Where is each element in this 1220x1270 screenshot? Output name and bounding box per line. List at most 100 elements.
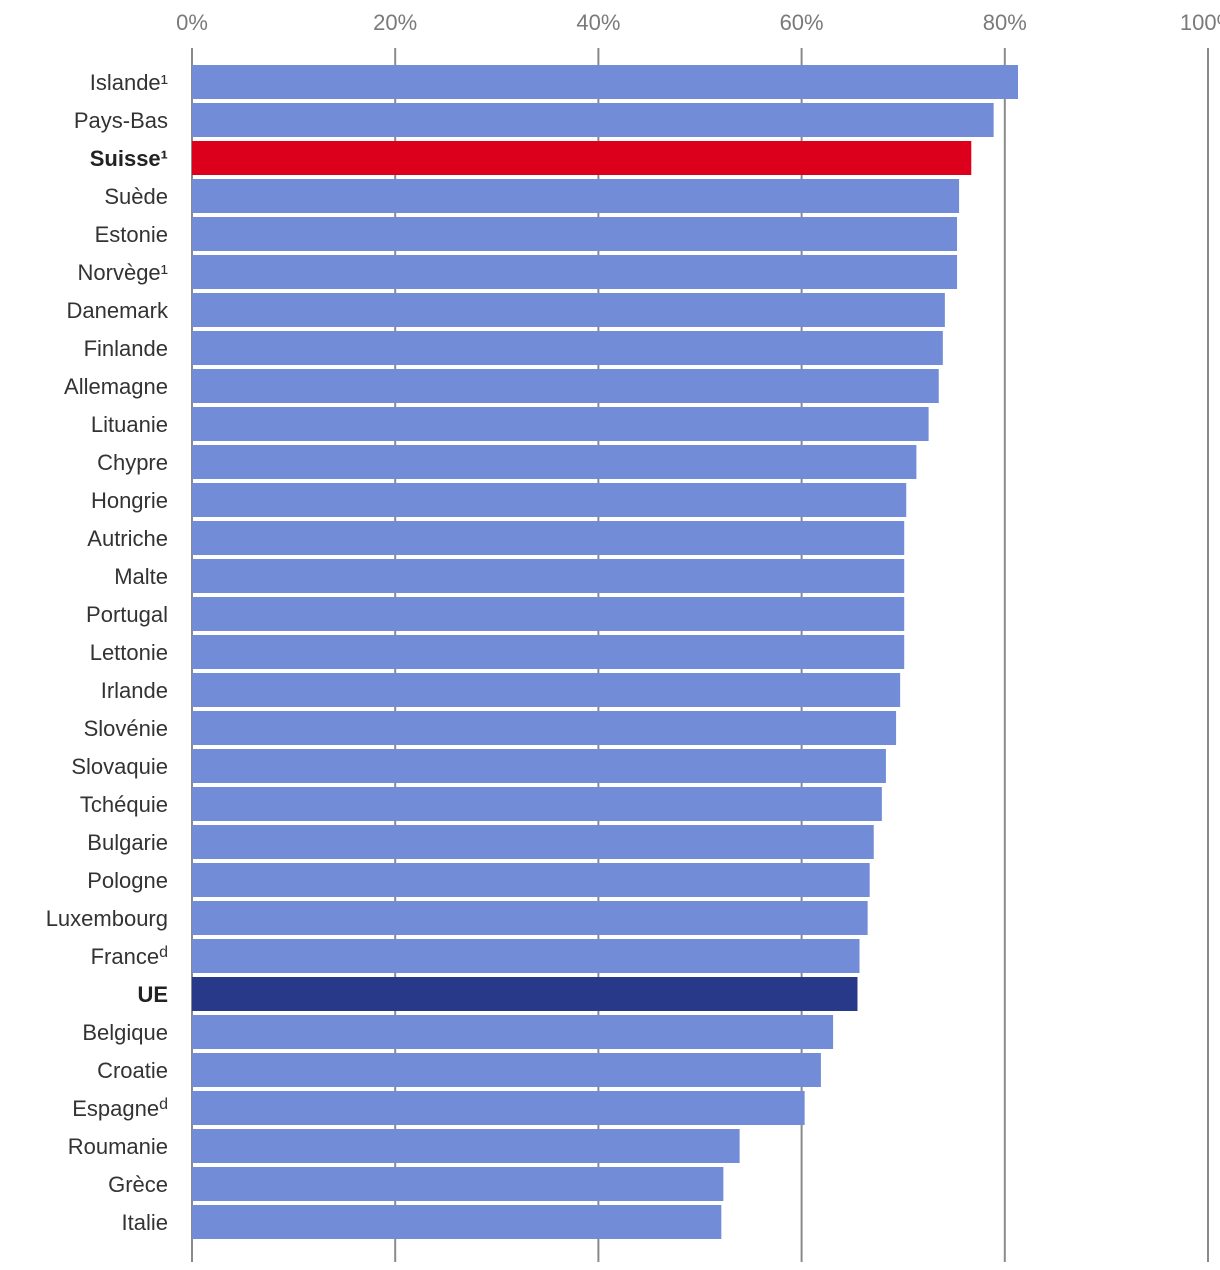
x-tick-label: 20%: [373, 10, 417, 35]
bar: [192, 673, 901, 707]
bar: [192, 407, 929, 441]
bar: [192, 179, 960, 213]
category-label: Malte: [114, 564, 168, 589]
category-label: Danemark: [67, 298, 169, 323]
category-label: Italie: [122, 1210, 168, 1235]
category-name: Italie: [122, 1210, 168, 1235]
x-tick-label: 100%: [1180, 10, 1220, 35]
category-label: Grèce: [108, 1172, 168, 1197]
bar: [192, 863, 870, 897]
category-name: Slovaquie: [71, 754, 168, 779]
bar: [192, 1015, 834, 1049]
bar: [192, 521, 905, 555]
bar: [192, 597, 905, 631]
category-name: Portugal: [86, 602, 168, 627]
category-name: Suisse: [90, 146, 161, 171]
category-footnote-mark: ¹: [161, 146, 168, 171]
bar: [192, 369, 939, 403]
category-label: Suisse¹: [90, 146, 168, 171]
bar: [192, 559, 905, 593]
x-tick-label: 80%: [983, 10, 1027, 35]
category-footnote-mark: d: [159, 944, 168, 961]
category-name: Espagne: [72, 1096, 159, 1121]
category-name: Islande: [90, 70, 161, 95]
category-name: France: [91, 944, 159, 969]
category-name: Autriche: [87, 526, 168, 551]
category-name: Lituanie: [91, 412, 168, 437]
category-label: Roumanie: [68, 1134, 168, 1159]
bar: [192, 1053, 821, 1087]
bar: [192, 1129, 740, 1163]
bar: [192, 939, 860, 973]
bar: [192, 445, 917, 479]
category-name: Hongrie: [91, 488, 168, 513]
bar: [192, 787, 882, 821]
category-name: Norvège: [78, 260, 161, 285]
category-label: Pays-Bas: [74, 108, 168, 133]
bar: [192, 65, 1019, 99]
bar: [192, 901, 868, 935]
category-name: Estonie: [95, 222, 168, 247]
bar: [192, 825, 874, 859]
category-footnote-mark: ¹: [161, 70, 168, 95]
category-label: Franced: [91, 944, 168, 969]
category-name: Chypre: [97, 450, 168, 475]
category-label: Chypre: [97, 450, 168, 475]
category-label: Islande¹: [90, 70, 168, 95]
category-name: Suède: [104, 184, 168, 209]
category-label: Estonie: [95, 222, 168, 247]
category-label: Slovaquie: [71, 754, 168, 779]
category-label: Irlande: [101, 678, 168, 703]
category-label: Croatie: [97, 1058, 168, 1083]
category-footnote-mark: d: [159, 1096, 168, 1113]
category-label: Hongrie: [91, 488, 168, 513]
category-name: Roumanie: [68, 1134, 168, 1159]
category-label: Espagned: [72, 1096, 168, 1121]
bar: [192, 483, 907, 517]
bar: [192, 1167, 724, 1201]
category-name: Danemark: [67, 298, 169, 323]
bar: [192, 749, 886, 783]
category-footnote-mark: ¹: [161, 260, 168, 285]
category-name: Allemagne: [64, 374, 168, 399]
category-label: Finlande: [84, 336, 168, 361]
bars: [192, 65, 1019, 1239]
bar: [192, 255, 958, 289]
category-name: Pologne: [87, 868, 168, 893]
category-label: UE: [137, 982, 168, 1007]
bar: [192, 1205, 722, 1239]
category-name: Lettonie: [90, 640, 168, 665]
category-label: Allemagne: [64, 374, 168, 399]
category-name: Irlande: [101, 678, 168, 703]
category-labels: Islande¹Pays-BasSuisse¹SuèdeEstonieNorvè…: [46, 70, 169, 1235]
category-name: Finlande: [84, 336, 168, 361]
x-axis-tick-labels: 0% 20% 40% 60% 80% 100%: [176, 10, 1220, 35]
category-label: Bulgarie: [87, 830, 168, 855]
category-label: Belgique: [82, 1020, 168, 1045]
bar: [192, 103, 994, 137]
category-name: Belgique: [82, 1020, 168, 1045]
category-label: Lituanie: [91, 412, 168, 437]
category-label: Portugal: [86, 602, 168, 627]
bar: [192, 635, 905, 669]
bar: [192, 141, 972, 175]
category-label: Norvège¹: [78, 260, 168, 285]
bar: [192, 293, 945, 327]
x-tick-label: 60%: [780, 10, 824, 35]
bar: [192, 1091, 805, 1125]
category-name: Malte: [114, 564, 168, 589]
category-name: Pays-Bas: [74, 108, 168, 133]
category-name: Slovénie: [84, 716, 168, 741]
category-label: Slovénie: [84, 716, 168, 741]
category-name: Croatie: [97, 1058, 168, 1083]
category-name: Grèce: [108, 1172, 168, 1197]
bar: [192, 331, 943, 365]
x-tick-label: 0%: [176, 10, 208, 35]
category-name: Bulgarie: [87, 830, 168, 855]
category-name: Luxembourg: [46, 906, 168, 931]
category-label: Tchéquie: [80, 792, 168, 817]
category-label: Lettonie: [90, 640, 168, 665]
category-label: Autriche: [87, 526, 168, 551]
category-name: UE: [137, 982, 168, 1007]
